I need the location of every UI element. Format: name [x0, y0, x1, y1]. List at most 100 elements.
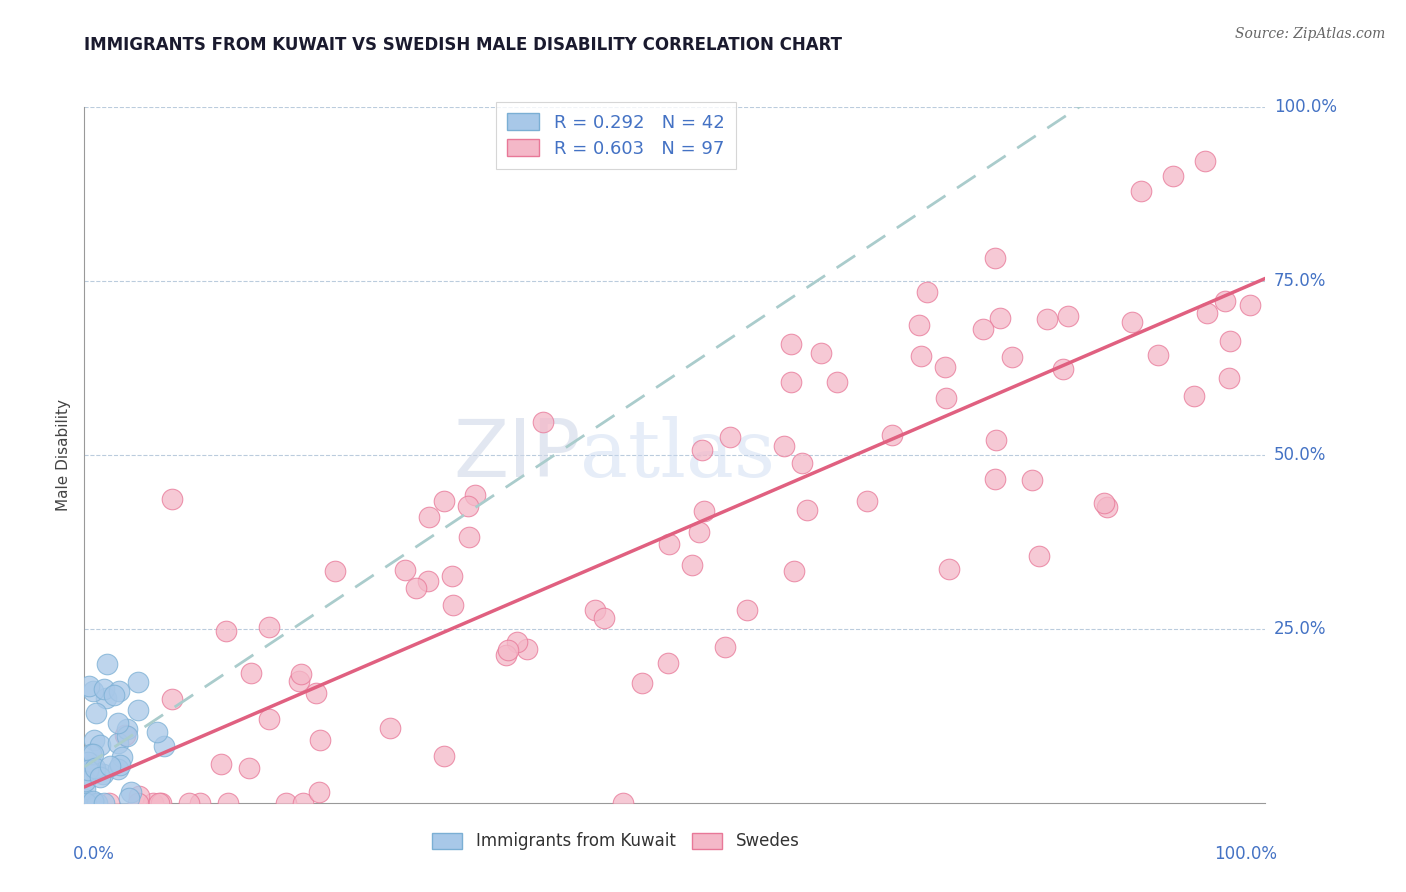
Point	[83, 761, 105, 775]
Point	[75, 792, 97, 806]
Point	[688, 525, 710, 540]
Point	[496, 642, 519, 657]
Point	[984, 251, 1007, 265]
Point	[1239, 298, 1261, 312]
Point	[441, 598, 464, 612]
Point	[935, 392, 957, 406]
Point	[86, 796, 108, 810]
Point	[1130, 185, 1153, 199]
Point	[693, 503, 716, 517]
Point	[214, 624, 236, 638]
Point	[827, 375, 849, 389]
Point	[82, 794, 104, 808]
Point	[115, 722, 138, 736]
Point	[681, 558, 703, 572]
Point	[583, 602, 606, 616]
Point	[75, 796, 97, 810]
Point	[146, 725, 169, 739]
Point	[972, 322, 994, 336]
Point	[91, 767, 114, 781]
Point	[1036, 312, 1059, 326]
Point	[107, 736, 129, 750]
Point	[658, 537, 681, 551]
Point	[433, 494, 456, 508]
Point	[80, 796, 103, 810]
Text: 100.0%: 100.0%	[1215, 845, 1277, 863]
Point	[107, 716, 129, 731]
Point	[118, 790, 141, 805]
Point	[780, 375, 803, 389]
Point	[239, 666, 262, 681]
Point	[107, 762, 129, 776]
Point	[82, 683, 104, 698]
Point	[103, 688, 125, 702]
Point	[238, 761, 260, 775]
Point	[1147, 348, 1170, 362]
Point	[1197, 306, 1219, 320]
Point	[988, 310, 1011, 325]
Point	[735, 602, 758, 616]
Point	[810, 346, 832, 360]
Point	[378, 721, 401, 735]
Point	[89, 738, 111, 752]
Point	[114, 728, 136, 742]
Point	[433, 748, 456, 763]
Point	[516, 642, 538, 657]
Point	[714, 640, 737, 655]
Text: Source: ZipAtlas.com: Source: ZipAtlas.com	[1234, 27, 1385, 41]
Point	[94, 690, 117, 705]
Point	[77, 796, 100, 810]
Point	[111, 750, 134, 764]
Point	[108, 758, 131, 772]
Point	[631, 676, 654, 690]
Point	[1097, 500, 1119, 514]
Point	[938, 562, 960, 576]
Point	[657, 656, 679, 670]
Text: IMMIGRANTS FROM KUWAIT VS SWEDISH MALE DISABILITY CORRELATION CHART: IMMIGRANTS FROM KUWAIT VS SWEDISH MALE D…	[84, 36, 842, 54]
Point	[290, 667, 312, 681]
Point	[418, 574, 440, 588]
Text: 100.0%: 100.0%	[1274, 98, 1337, 116]
Point	[418, 510, 440, 524]
Point	[84, 764, 107, 778]
Text: 75.0%: 75.0%	[1274, 272, 1326, 290]
Text: ZIP: ZIP	[453, 416, 581, 494]
Point	[773, 439, 796, 453]
Point	[152, 739, 174, 753]
Point	[160, 492, 183, 507]
Point	[150, 796, 173, 810]
Point	[115, 729, 138, 743]
Point	[457, 499, 479, 513]
Point	[93, 796, 115, 810]
Point	[97, 796, 120, 810]
Point	[83, 733, 105, 747]
Point	[856, 494, 879, 508]
Point	[76, 756, 98, 770]
Point	[1213, 293, 1236, 308]
Point	[934, 360, 956, 375]
Point	[308, 784, 330, 798]
Point	[82, 747, 104, 761]
Point	[908, 318, 931, 332]
Point	[218, 796, 240, 810]
Point	[75, 782, 97, 797]
Text: 0.0%: 0.0%	[73, 845, 114, 863]
Point	[177, 796, 200, 810]
Point	[506, 635, 529, 649]
Point	[288, 674, 311, 689]
Y-axis label: Male Disability: Male Disability	[56, 399, 72, 511]
Text: 50.0%: 50.0%	[1274, 446, 1326, 464]
Point	[73, 773, 96, 788]
Point	[108, 683, 131, 698]
Point	[790, 456, 813, 470]
Point	[323, 564, 346, 578]
Point	[291, 796, 314, 810]
Point	[718, 430, 741, 444]
Point	[495, 648, 517, 662]
Point	[1028, 549, 1050, 563]
Point	[394, 563, 416, 577]
Point	[96, 657, 118, 672]
Point	[93, 681, 115, 696]
Point	[1219, 334, 1241, 349]
Point	[457, 530, 479, 544]
